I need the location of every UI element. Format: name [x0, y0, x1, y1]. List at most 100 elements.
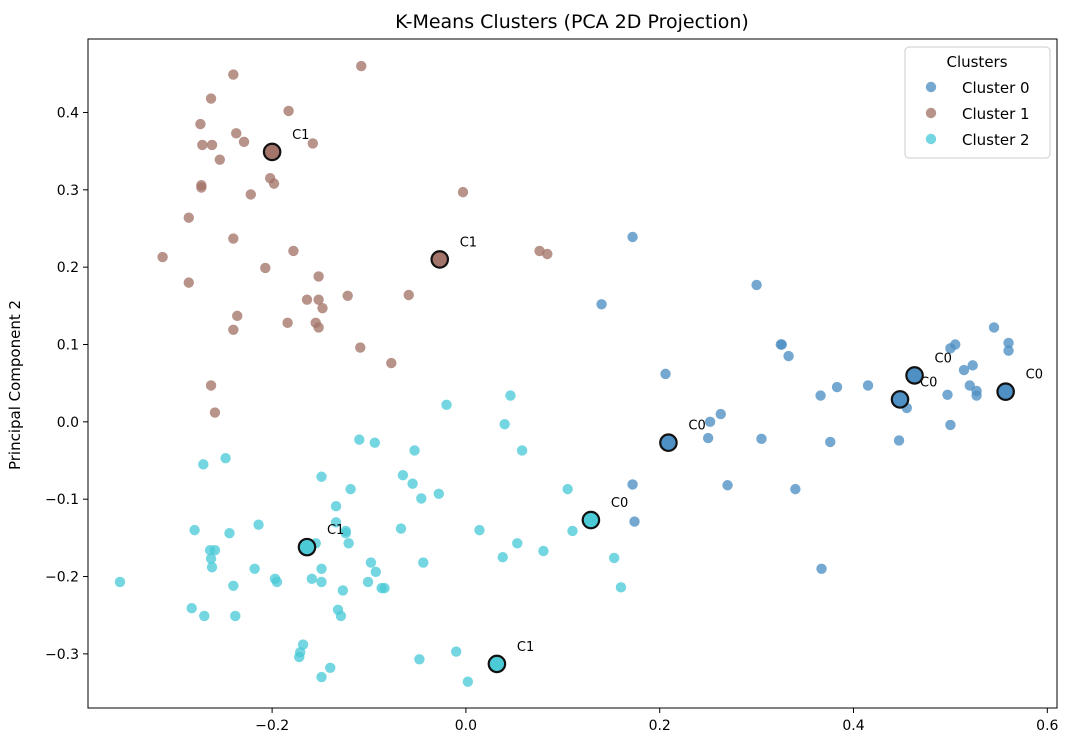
data-point-cluster-2 — [316, 576, 327, 588]
centroid-marker — [297, 537, 317, 557]
legend: Clusters Cluster 0 Cluster 1 Cluster 2 — [904, 46, 1051, 159]
data-point-cluster-0 — [950, 339, 961, 350]
centroid-marker — [890, 390, 910, 409]
y-tick-label: 0.0 — [57, 415, 79, 431]
data-point-cluster-0 — [967, 360, 978, 371]
centroid-label: C1 — [327, 523, 344, 538]
x-tick-label: 0.4 — [842, 718, 864, 734]
x-tick-label: 0.2 — [649, 718, 671, 734]
data-point-cluster-2 — [409, 445, 420, 456]
data-points — [114, 60, 1014, 687]
data-point-cluster-1 — [205, 380, 217, 391]
data-point-cluster-1 — [183, 277, 194, 288]
data-point-cluster-2 — [608, 552, 620, 564]
data-point-cluster-1 — [196, 182, 207, 193]
data-point-cluster-2 — [441, 399, 452, 411]
data-point-cluster-1 — [356, 60, 367, 72]
data-point-cluster-2 — [343, 538, 354, 549]
centroids: C1 C1 C1 C1 C0 C0 C0 C0 C0 — [262, 128, 1043, 674]
centroid-label: C1 — [460, 235, 477, 250]
data-point-cluster-2 — [433, 488, 444, 499]
data-point-cluster-0 — [627, 231, 638, 243]
data-point-cluster-2 — [615, 582, 627, 593]
centroid-marker — [996, 382, 1015, 401]
data-point-cluster-2 — [189, 524, 200, 536]
centroid-marker — [487, 654, 507, 674]
data-point-cluster-2 — [462, 676, 474, 687]
data-point-cluster-2 — [369, 437, 381, 448]
centroid-label: C0 — [688, 419, 705, 434]
data-point-cluster-2 — [365, 557, 377, 568]
legend-marker — [925, 107, 937, 119]
centroid-marker — [905, 366, 924, 385]
data-point-cluster-1 — [268, 178, 280, 189]
data-point-cluster-0 — [790, 483, 801, 495]
y-tick-label: 0.2 — [57, 260, 79, 276]
y-tick-label: 0.4 — [57, 105, 79, 121]
data-point-cluster-1 — [231, 128, 242, 139]
data-point-cluster-2 — [249, 563, 260, 574]
data-point-cluster-1 — [245, 189, 256, 200]
y-tick-label: −0.3 — [45, 647, 79, 663]
data-point-cluster-1 — [307, 138, 319, 149]
data-point-cluster-2 — [330, 517, 342, 528]
data-point-cluster-2 — [198, 459, 209, 470]
plot-frame — [87, 38, 1058, 709]
centroid-label: C1 — [292, 128, 309, 143]
centroid-marker — [262, 142, 282, 162]
centroid-label: C0 — [935, 351, 952, 366]
data-point-cluster-1 — [403, 289, 414, 301]
data-point-cluster-1 — [313, 322, 324, 333]
y-tick-label: −0.1 — [45, 492, 79, 508]
data-point-cluster-2 — [325, 662, 336, 673]
data-point-cluster-2 — [505, 390, 516, 401]
legend-title: Clusters — [946, 53, 1007, 71]
data-point-cluster-2 — [497, 551, 508, 563]
data-point-cluster-2 — [271, 576, 283, 588]
data-point-cluster-1 — [282, 317, 293, 329]
data-point-cluster-2 — [345, 483, 356, 495]
data-point-cluster-0 — [942, 389, 953, 400]
data-point-cluster-2 — [418, 557, 429, 568]
data-point-cluster-0 — [988, 322, 1000, 333]
data-point-cluster-0 — [971, 390, 982, 401]
data-point-cluster-0 — [756, 433, 767, 445]
data-point-cluster-2 — [407, 478, 418, 489]
data-point-cluster-2 — [416, 493, 427, 504]
data-point-cluster-2 — [337, 585, 349, 596]
data-point-cluster-2 — [209, 545, 221, 556]
data-point-cluster-1 — [206, 139, 218, 151]
data-point-cluster-0 — [751, 279, 762, 291]
data-point-cluster-0 — [660, 368, 671, 380]
data-point-cluster-1 — [214, 154, 225, 165]
data-point-cluster-0 — [893, 435, 905, 446]
data-point-cluster-0 — [816, 563, 827, 574]
legend-entry: Cluster 2 — [962, 131, 1030, 149]
data-point-cluster-2 — [379, 582, 390, 594]
data-point-cluster-0 — [1003, 345, 1014, 356]
legend-marker — [925, 81, 937, 93]
data-point-cluster-0 — [715, 408, 726, 420]
y-axis-label: Principal Component 2 — [6, 300, 24, 470]
x-tick-label: 0.6 — [1036, 718, 1058, 734]
data-point-cluster-1 — [238, 136, 250, 148]
data-point-cluster-0 — [831, 381, 843, 393]
legend-entry: Cluster 0 — [962, 79, 1030, 97]
data-point-cluster-1 — [355, 342, 366, 353]
data-point-cluster-1 — [288, 245, 299, 257]
data-point-cluster-2 — [224, 528, 235, 539]
y-tick-label: 0.3 — [57, 183, 79, 199]
data-point-cluster-0 — [776, 339, 788, 350]
data-point-cluster-0 — [945, 419, 956, 431]
data-point-cluster-2 — [316, 471, 327, 482]
data-point-cluster-0 — [1003, 337, 1014, 349]
data-point-cluster-1 — [313, 294, 324, 305]
data-point-cluster-0 — [596, 299, 607, 310]
data-point-cluster-2 — [499, 418, 510, 430]
data-point-cluster-2 — [220, 452, 231, 464]
data-point-cluster-2 — [397, 470, 409, 481]
data-point-cluster-0 — [629, 516, 640, 527]
data-point-cluster-0 — [627, 479, 638, 490]
data-point-cluster-2 — [228, 580, 239, 592]
data-point-cluster-2 — [562, 483, 573, 495]
